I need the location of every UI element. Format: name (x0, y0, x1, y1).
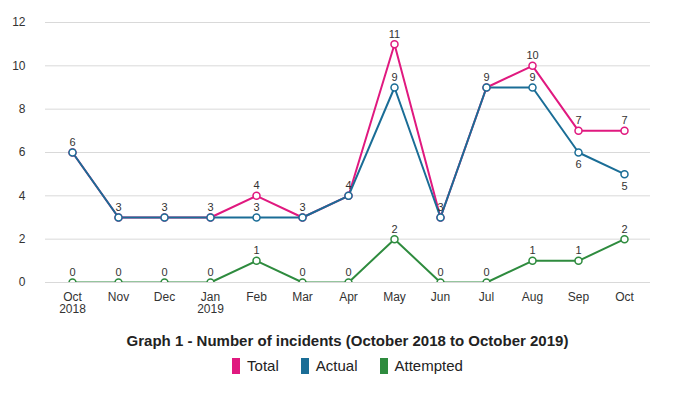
svg-text:0: 0 (345, 266, 351, 278)
svg-text:0: 0 (161, 266, 167, 278)
svg-text:3: 3 (253, 201, 259, 213)
svg-text:1: 1 (529, 244, 535, 256)
svg-text:Dec: Dec (154, 290, 175, 304)
svg-text:0: 0 (207, 266, 213, 278)
svg-text:7: 7 (621, 114, 627, 126)
svg-text:11: 11 (389, 28, 400, 40)
svg-text:2: 2 (621, 223, 627, 235)
svg-text:4: 4 (19, 189, 26, 203)
svg-text:0: 0 (299, 266, 305, 278)
svg-text:0: 0 (437, 266, 443, 278)
html-text:Total: Total (247, 357, 279, 374)
svg-text:2: 2 (391, 223, 397, 235)
svg-text:Sep: Sep (568, 290, 590, 304)
svg-text:6: 6 (69, 136, 75, 148)
svg-text:6: 6 (19, 145, 26, 159)
svg-text:4: 4 (253, 179, 259, 191)
html-text:Graph 1 - Number of incidents: Graph 1 - Number of incidents (October 2… (126, 332, 569, 349)
svg-text:3: 3 (437, 201, 443, 213)
svg-text:0: 0 (115, 266, 121, 278)
svg-text:3: 3 (115, 201, 121, 213)
html-text:Actual: Actual (315, 357, 358, 374)
svg-text:Jan2019: Jan2019 (197, 290, 224, 316)
svg-text:12: 12 (12, 15, 26, 29)
svg-text:9: 9 (529, 71, 535, 83)
svg-text:Nov: Nov (108, 290, 129, 304)
svg-text:0: 0 (19, 275, 26, 289)
svg-text:1: 1 (253, 244, 259, 256)
svg-text:Jun: Jun (431, 290, 450, 304)
svg-text:9: 9 (391, 71, 397, 83)
svg-text:Feb: Feb (246, 290, 267, 304)
svg-text:3: 3 (299, 201, 305, 213)
svg-text:3: 3 (161, 201, 167, 213)
svg-text:Mar: Mar (292, 290, 313, 304)
svg-text:9: 9 (483, 71, 489, 83)
svg-text:4: 4 (345, 179, 351, 191)
svg-text:Aug: Aug (522, 290, 543, 304)
svg-text:5: 5 (621, 180, 627, 192)
svg-text:3: 3 (207, 201, 213, 213)
svg-text:10: 10 (526, 49, 538, 61)
svg-text:2: 2 (19, 232, 26, 246)
svg-text:7: 7 (575, 114, 581, 126)
svg-text:0: 0 (69, 266, 75, 278)
svg-text:Jul: Jul (479, 290, 494, 304)
svg-text:May: May (383, 290, 406, 304)
svg-text:1: 1 (575, 244, 581, 256)
svg-text:10: 10 (12, 59, 26, 73)
svg-text:Oct2018: Oct2018 (59, 290, 86, 316)
svg-text:0: 0 (483, 266, 489, 278)
html-text:Attempted: Attempted (394, 357, 463, 374)
svg-text:6: 6 (575, 158, 581, 170)
svg-text:8: 8 (19, 102, 26, 116)
svg-text:Apr: Apr (339, 290, 358, 304)
svg-text:Oct: Oct (615, 290, 634, 304)
